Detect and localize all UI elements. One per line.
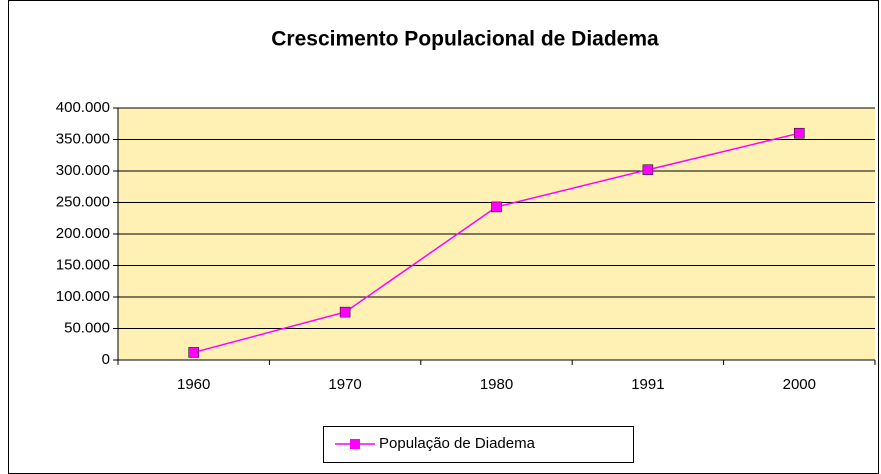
data-point — [339, 306, 351, 318]
x-tick-label: 1970 — [328, 376, 361, 393]
y-tick-label: 200.000 — [56, 225, 110, 242]
x-tick-label: 1980 — [480, 376, 513, 393]
x-tick-label: 1960 — [177, 376, 210, 393]
y-tick-label: 100.000 — [56, 288, 110, 305]
x-tick-label: 2000 — [783, 376, 816, 393]
data-point — [794, 127, 805, 139]
chart-title: Crescimento Populacional de Diadema — [271, 28, 659, 51]
y-tick-label: 50.000 — [64, 319, 110, 336]
y-tick-label: 300.000 — [56, 162, 110, 179]
legend-label: População de Diadema — [379, 435, 536, 452]
data-point — [188, 347, 199, 358]
y-tick-label: 250.000 — [56, 193, 110, 210]
legend-box — [323, 426, 634, 463]
y-tick-label: 350.000 — [56, 130, 110, 147]
data-point — [642, 164, 654, 175]
y-tick-label: 400.000 — [56, 99, 110, 116]
y-tick-label: 150.000 — [56, 256, 110, 273]
y-tick-label: 0 — [102, 351, 110, 368]
x-tick-label: 1991 — [631, 376, 664, 393]
legend-marker — [350, 439, 360, 449]
data-point — [491, 201, 502, 213]
